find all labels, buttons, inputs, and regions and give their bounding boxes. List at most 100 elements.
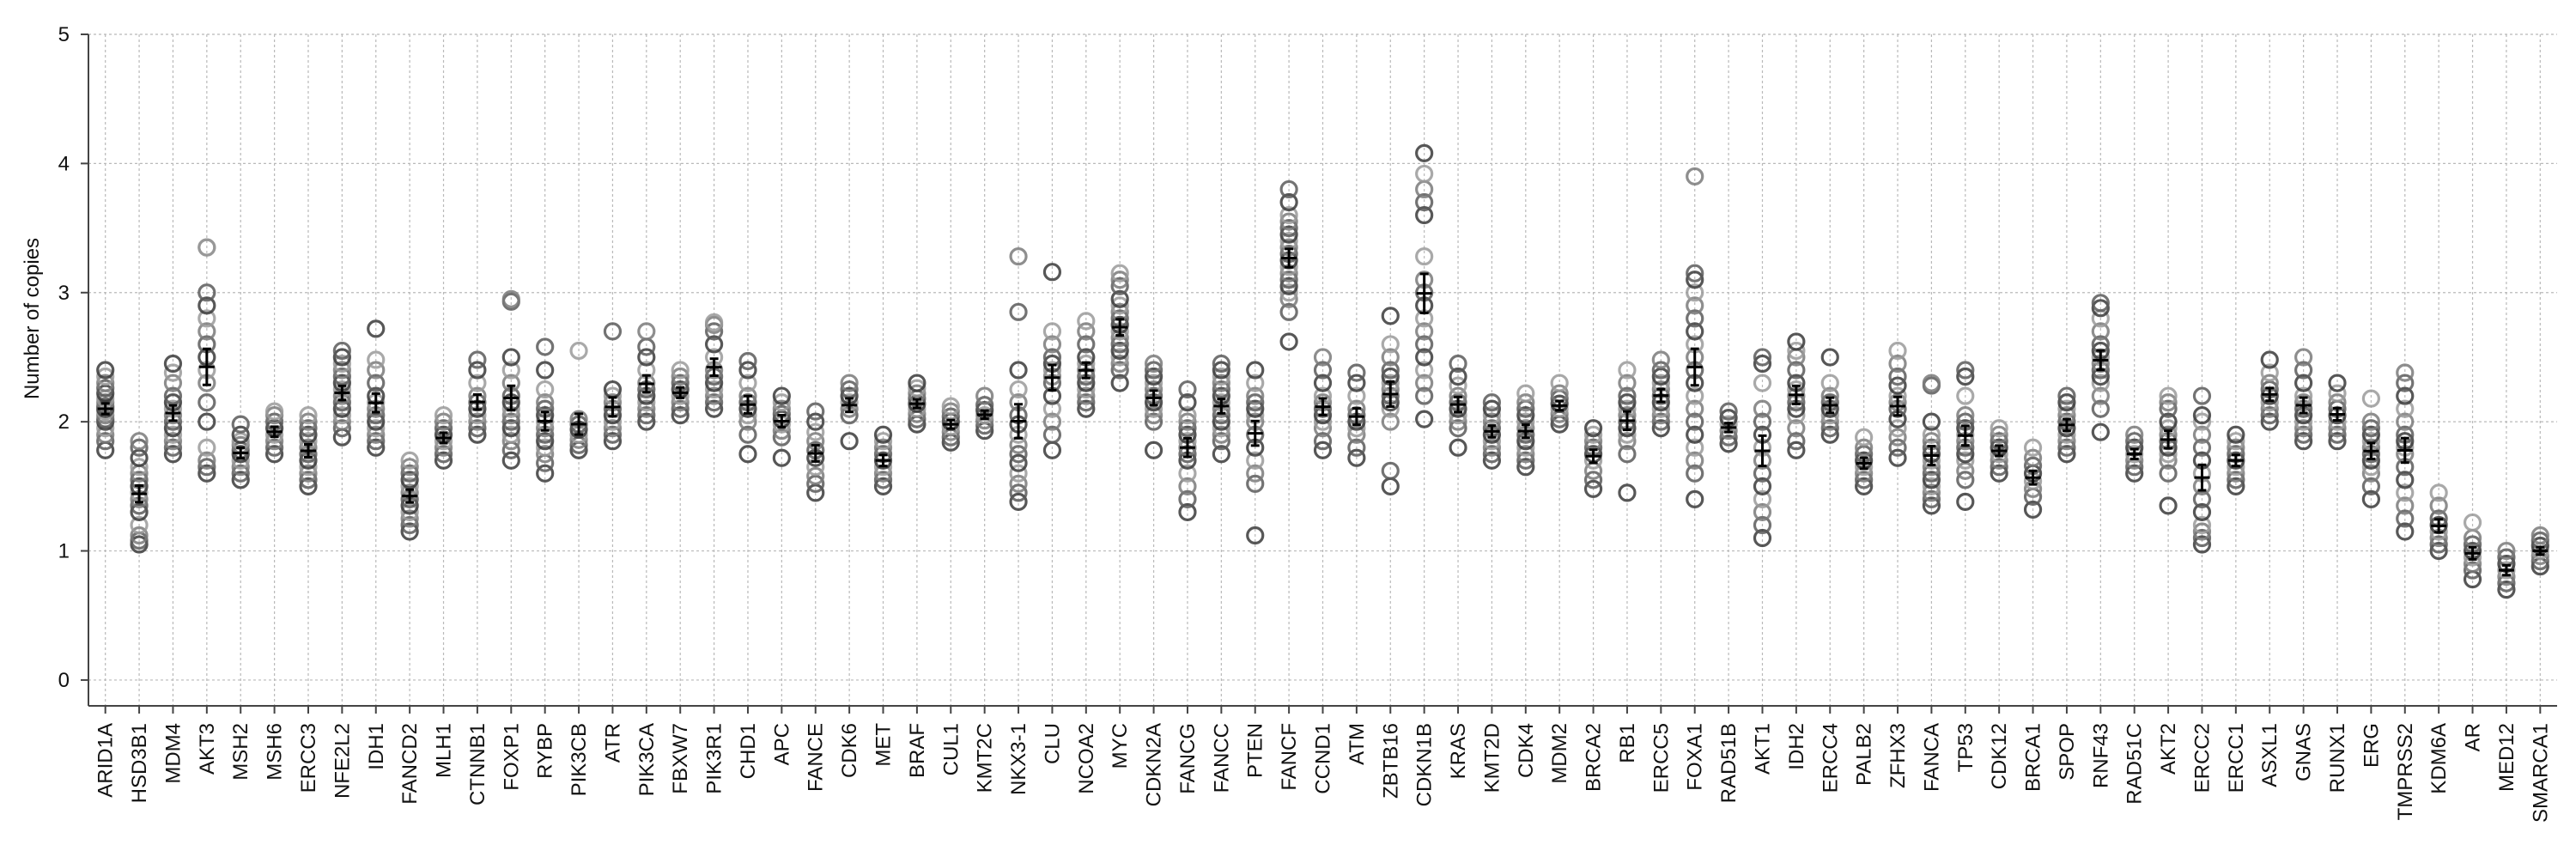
data-point (231, 464, 250, 483)
data-point (2328, 432, 2347, 451)
data-point (1110, 289, 1129, 308)
data-point (1279, 270, 1298, 289)
data-point (873, 425, 893, 444)
data-point (1956, 492, 1975, 511)
mean-markers (97, 247, 2549, 577)
data-point (2396, 496, 2415, 515)
x-tick-label: CLU (1041, 723, 1064, 764)
data-point (130, 438, 149, 457)
data-point (1279, 277, 1298, 295)
data-point (468, 425, 487, 444)
data-point (1516, 438, 1535, 457)
data-point (1042, 335, 1062, 354)
data-point (1922, 477, 1941, 495)
data-point (1212, 432, 1230, 451)
data-point (671, 406, 690, 425)
data-point (2192, 438, 2212, 457)
data-point (1279, 225, 1298, 244)
data-point (197, 309, 216, 328)
data-point (2328, 384, 2347, 403)
data-point (2396, 471, 2415, 489)
data-point (840, 432, 859, 451)
data-point (163, 438, 183, 457)
data-point (772, 392, 791, 412)
data-point (1550, 374, 1569, 392)
x-tick-label: FANCG (1176, 723, 1200, 794)
data-point (1009, 361, 1028, 380)
data-point (468, 419, 487, 438)
data-point (1313, 361, 1333, 380)
data-point (2260, 412, 2279, 431)
data-point (2497, 580, 2516, 599)
data-point (197, 451, 216, 470)
data-point (2159, 386, 2178, 405)
data-point (1246, 386, 1265, 405)
data-point (1449, 354, 1467, 374)
data-point (1956, 361, 1975, 380)
data-point (2361, 412, 2380, 431)
data-point (2057, 399, 2076, 418)
data-point (2429, 535, 2448, 554)
x-tick-label: CDK6 (838, 723, 861, 778)
data-point (1347, 438, 1366, 457)
x-tick-label: CHD1 (737, 723, 760, 779)
x-tick-label: SMARCA1 (2529, 723, 2552, 823)
data-point (1042, 425, 1062, 444)
data-point (299, 458, 318, 477)
x-tick-label: PIK3R1 (703, 723, 726, 794)
data-point (1381, 412, 1400, 431)
data-point (1719, 402, 1738, 421)
data-point (2057, 438, 2076, 457)
data-point (400, 471, 419, 489)
data-point (1009, 453, 1028, 472)
data-point (130, 515, 149, 535)
data-point (671, 399, 690, 418)
data-point (1279, 212, 1298, 231)
data-point (400, 464, 419, 483)
data-point (603, 425, 623, 444)
data-point (536, 445, 555, 464)
data-point (197, 296, 216, 315)
data-point (501, 432, 520, 451)
data-point (400, 515, 419, 535)
data-point (1279, 179, 1298, 199)
data-point (332, 348, 351, 367)
x-tick-label: KRAS (1447, 723, 1470, 779)
data-point (1990, 464, 2008, 483)
data-point (873, 471, 893, 489)
data-point (332, 419, 351, 438)
data-point (1212, 361, 1230, 380)
data-point (2227, 471, 2245, 489)
data-point (1415, 348, 1434, 367)
data-point (468, 361, 487, 380)
data-point (1516, 406, 1535, 425)
data-point (1516, 384, 1535, 403)
data-point (1415, 386, 1434, 405)
data-point (1144, 361, 1163, 380)
data-point (1077, 392, 1096, 412)
data-point (501, 419, 520, 438)
data-point (1922, 483, 1941, 502)
data-point (1246, 451, 1265, 470)
x-tick-label: PTEN (1244, 723, 1267, 778)
x-tick-label: ERCC3 (297, 723, 320, 793)
data-point (1009, 474, 1028, 493)
data-point (1482, 392, 1502, 412)
data-point (536, 392, 555, 412)
x-tick-label: RUNX1 (2326, 723, 2349, 793)
data-point (1753, 399, 1772, 418)
data-point (1178, 412, 1197, 431)
data-point (400, 502, 419, 522)
data-point (2192, 425, 2212, 444)
data-point (1178, 477, 1197, 495)
data-point (1820, 425, 1839, 444)
data-point (1415, 247, 1434, 266)
x-tick-label: ATR (601, 723, 624, 763)
data-point (1042, 412, 1062, 431)
data-point (1787, 406, 1806, 425)
data-point (1246, 474, 1265, 493)
x-tick-label: FANCE (805, 723, 828, 792)
data-point (265, 445, 284, 464)
x-tick-label: MSH2 (229, 723, 252, 781)
